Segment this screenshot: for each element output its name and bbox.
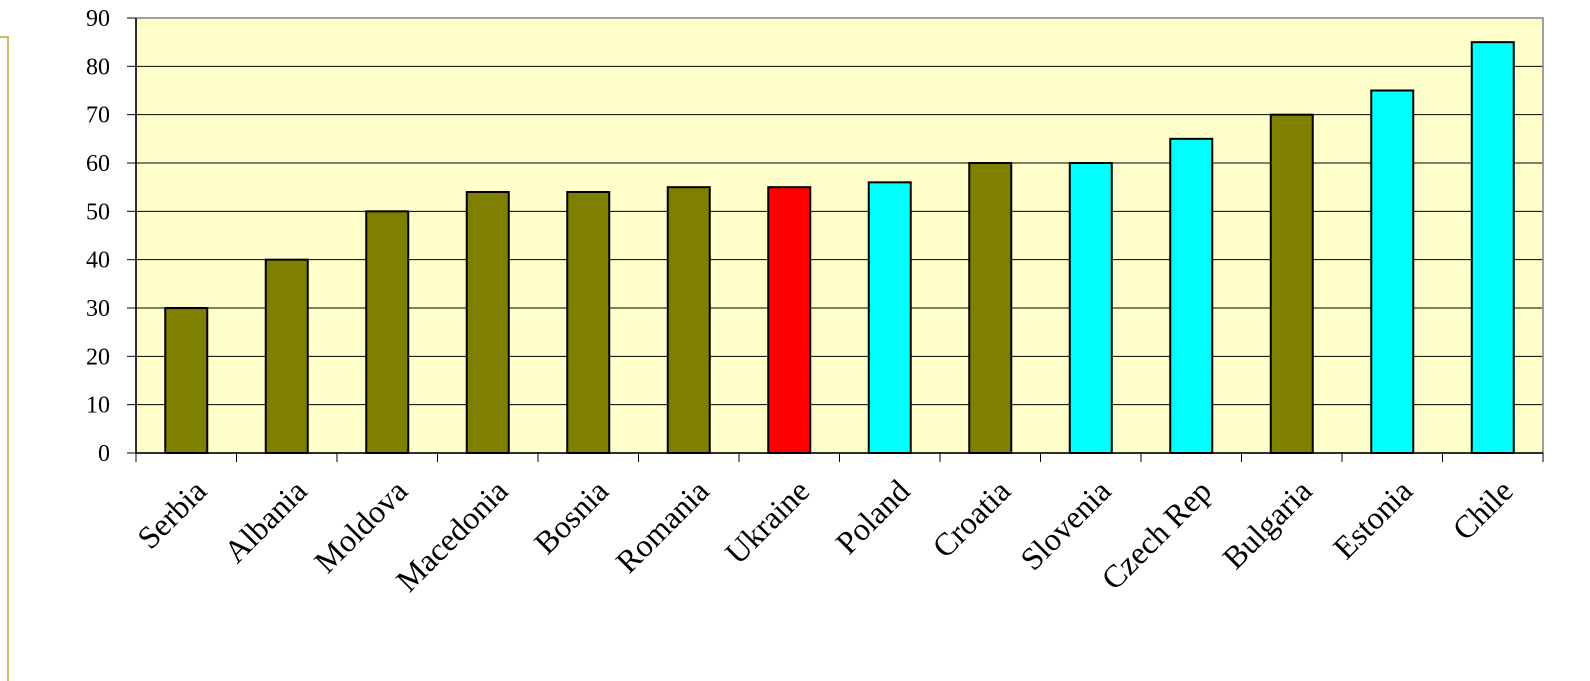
x-category-label: Romania xyxy=(609,472,716,579)
x-category-label: Ukraine xyxy=(718,472,816,570)
x-category-label: Estonia xyxy=(1326,472,1419,565)
y-tick-label: 50 xyxy=(86,199,110,225)
bar-ukraine xyxy=(767,186,812,455)
y-tick-label: 80 xyxy=(86,54,110,80)
bar-bulgaria xyxy=(1269,113,1314,455)
x-category-label: Serbia xyxy=(130,472,213,555)
y-tick-label: 40 xyxy=(86,248,110,274)
bar-bosnia xyxy=(566,191,611,454)
y-tick-label: 10 xyxy=(86,393,110,419)
slide-frame-corner xyxy=(0,36,9,38)
bar-romania xyxy=(666,186,711,455)
y-tick-label: 20 xyxy=(86,344,110,370)
y-tick-label: 70 xyxy=(86,103,110,129)
bar-chile xyxy=(1470,41,1515,455)
x-category-label: Bosnia xyxy=(527,472,615,560)
bar-slovenia xyxy=(1068,162,1113,454)
y-tick-label: 0 xyxy=(98,441,110,467)
x-category-label: Bulgaria xyxy=(1215,472,1318,575)
y-tick-label: 60 xyxy=(86,151,110,177)
y-tick-label: 30 xyxy=(86,296,110,322)
slide-frame-border xyxy=(7,38,9,681)
bar-serbia xyxy=(164,307,209,454)
bar-poland xyxy=(867,181,912,454)
bar-macedonia xyxy=(465,191,510,454)
bar-moldova xyxy=(365,210,410,454)
bar-estonia xyxy=(1370,89,1415,454)
x-category-label: Slovenia xyxy=(1013,472,1118,577)
plot-area xyxy=(136,18,1543,453)
x-category-label: Poland xyxy=(828,472,916,560)
bar-croatia xyxy=(968,162,1013,454)
y-tick-label: 90 xyxy=(86,6,110,32)
x-category-label: Albania xyxy=(217,472,314,569)
x-category-label: Chile xyxy=(1445,472,1519,546)
x-category-label: Czech Rep xyxy=(1094,472,1218,596)
x-category-label: Croatia xyxy=(925,472,1017,564)
bar-czech-rep xyxy=(1169,137,1214,454)
bar-albania xyxy=(264,258,309,454)
